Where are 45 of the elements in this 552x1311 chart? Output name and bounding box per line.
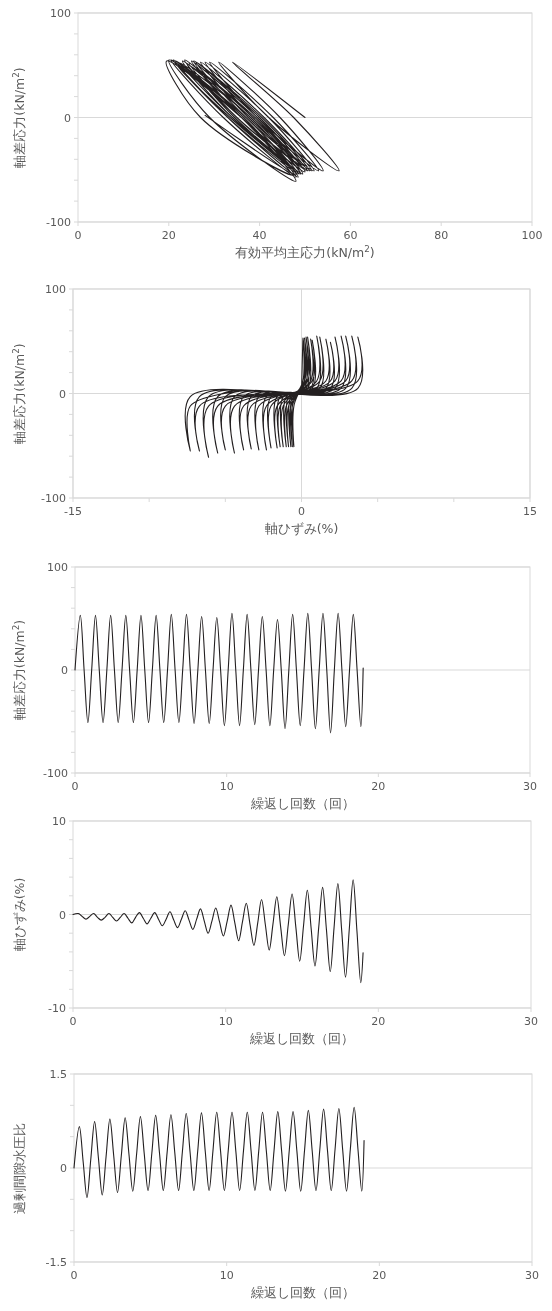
y-tick-label: 10 (52, 815, 66, 828)
y-tick-label: 0 (61, 664, 68, 677)
x-tick-label: 40 (252, 229, 267, 242)
x-tick-label: 10 (219, 1269, 234, 1282)
x-tick-label: 100 (521, 229, 543, 242)
y-tick-label: -100 (46, 216, 71, 229)
x-tick-label: 20 (371, 780, 386, 793)
y-tick-label: -100 (43, 767, 68, 780)
x-tick-label: 30 (524, 1015, 538, 1028)
y-tick-label: 0 (59, 387, 66, 401)
x-axis-title: 繰返し回数（回） (249, 1031, 354, 1046)
x-tick-label: 15 (523, 505, 537, 518)
x-tick-label: 0 (74, 229, 82, 242)
x-tick-label: -15 (64, 505, 82, 518)
y-tick-label: 100 (50, 7, 71, 20)
line-series (165, 59, 340, 182)
x-axis-title: 軸ひずみ(%) (264, 521, 339, 536)
y-tick-label: 0 (59, 908, 66, 922)
line-series (72, 879, 364, 984)
x-tick-label: 60 (343, 229, 358, 242)
x-tick-label: 0 (71, 780, 79, 793)
y-tick-label: -1.5 (45, 1256, 67, 1269)
y-axis-title: 過剰間隙水圧比 (12, 1122, 27, 1214)
y-tick-label: -100 (41, 492, 66, 505)
x-tick-label: 10 (219, 780, 234, 793)
line-series (74, 612, 364, 734)
y-tick-label: -10 (48, 1002, 66, 1015)
x-tick-label: 0 (298, 505, 305, 518)
x-tick-label: 80 (434, 229, 449, 242)
y-tick-label: 0 (60, 1162, 67, 1175)
x-tick-label: 30 (523, 780, 537, 793)
y-tick-label: 1.5 (49, 1068, 67, 1081)
x-tick-label: 20 (372, 1269, 387, 1282)
x-tick-label: 20 (371, 1015, 386, 1028)
y-axis-title: 軸ひずみ(%) (12, 877, 27, 952)
x-tick-label: 10 (218, 1015, 233, 1028)
x-axis-title: 繰返し回数（回） (249, 796, 355, 811)
x-tick-label: 30 (525, 1269, 539, 1282)
y-tick-label: 0 (64, 111, 71, 125)
y-tick-label: 100 (45, 283, 66, 296)
x-tick-label: 20 (161, 229, 176, 242)
line-series (73, 1106, 365, 1198)
x-axis-title: 有効平均主応力(kN/m$^{2}$) (235, 244, 375, 260)
y-tick-label: 100 (47, 561, 68, 574)
x-axis-title: 繰返し回数（回） (250, 1285, 355, 1300)
